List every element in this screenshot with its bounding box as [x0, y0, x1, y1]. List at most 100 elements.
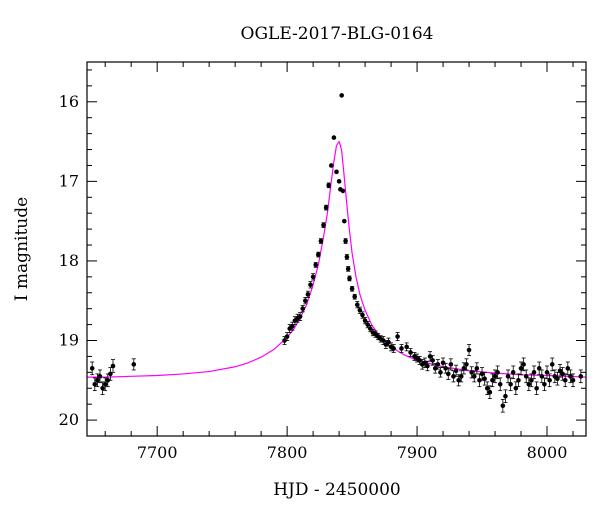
data-point [469, 366, 474, 379]
data-point [568, 369, 573, 384]
data-point [560, 367, 565, 381]
data-point [544, 365, 550, 380]
data-point [531, 365, 537, 380]
data-point [408, 348, 413, 357]
data-point [305, 290, 311, 298]
model-curve [87, 140, 586, 378]
data-point [490, 373, 495, 388]
data-point [500, 398, 506, 413]
data-point [549, 357, 555, 372]
axis-ticks: 7700 7800 7900 8000 16 17 18 19 20 [59, 62, 586, 462]
data-point [343, 238, 348, 244]
data-point [290, 321, 295, 331]
data-point [539, 369, 545, 384]
data-point [345, 266, 351, 272]
data-point [131, 358, 137, 371]
data-point [474, 362, 480, 375]
data-point [570, 373, 576, 388]
plot-frame [86, 61, 587, 437]
data-point [331, 135, 337, 140]
data-point [316, 251, 321, 258]
data-point [100, 381, 105, 396]
data-point [344, 254, 350, 260]
data-point [323, 204, 329, 211]
data-point [578, 369, 584, 384]
y-tick-label: 18 [59, 251, 79, 270]
data-point [565, 361, 571, 376]
x-axis-label: HJD - 2450000 [273, 480, 401, 500]
data-point [456, 374, 461, 387]
data-point [92, 377, 98, 392]
data-point [547, 373, 552, 388]
data-point [339, 93, 344, 98]
data-point [329, 163, 334, 168]
data-point [497, 377, 503, 392]
data-point [383, 340, 389, 349]
data-point [445, 367, 451, 380]
data-point [505, 369, 511, 384]
data-point [360, 311, 365, 319]
data-point [422, 357, 428, 368]
data-point [102, 377, 108, 392]
data-point [562, 373, 568, 388]
y-tick-label: 20 [59, 410, 79, 429]
data-point [354, 301, 360, 309]
data-point [347, 275, 352, 282]
data-point [336, 179, 342, 184]
data-point [321, 222, 326, 228]
data-point [284, 332, 290, 341]
x-tick-label: 7900 [397, 443, 438, 462]
data-point [435, 359, 441, 370]
data-point [443, 363, 448, 374]
data-point [95, 373, 100, 388]
data-point [297, 312, 303, 322]
plot-area [87, 93, 586, 413]
data-point [89, 361, 95, 376]
data-point [399, 344, 404, 353]
data-point [341, 218, 347, 224]
data-point [510, 365, 516, 380]
data-point [464, 358, 469, 371]
y-tick-label: 16 [59, 92, 79, 111]
x-tick-label: 7700 [137, 443, 178, 462]
data-point [391, 344, 396, 353]
data-point [313, 262, 319, 268]
data-point [300, 305, 306, 313]
data-point [388, 342, 394, 352]
data-point [471, 370, 477, 383]
x-tick-label: 8000 [527, 443, 568, 462]
data-point [484, 381, 490, 396]
data-point [492, 369, 498, 384]
data-point [334, 169, 339, 175]
y-tick-label: 19 [59, 331, 79, 350]
data-point [430, 355, 435, 366]
data-point [110, 359, 116, 373]
data-point [395, 332, 400, 341]
data-point [340, 188, 346, 194]
chart-title: OGLE-2017-BLG-0164 [241, 24, 434, 44]
data-point [458, 370, 464, 383]
data-point [97, 369, 103, 384]
data-point [448, 358, 454, 371]
data-point [310, 273, 316, 281]
data-point [466, 344, 472, 357]
data-point [542, 377, 547, 392]
data-point [108, 367, 113, 381]
data-point [518, 361, 524, 376]
data-point [513, 381, 519, 396]
data-point [503, 389, 508, 403]
data-point [487, 385, 493, 400]
data-point [105, 373, 111, 388]
y-axis-label: I magnitude [12, 197, 32, 301]
data-point [521, 357, 526, 372]
data-point [326, 182, 332, 189]
data-point [404, 342, 409, 352]
data-point [536, 361, 542, 376]
data-point [534, 381, 539, 396]
data-point [495, 365, 500, 380]
data-point [482, 371, 487, 386]
data-point [453, 364, 459, 377]
data-point [425, 360, 430, 372]
data-point [516, 373, 521, 388]
